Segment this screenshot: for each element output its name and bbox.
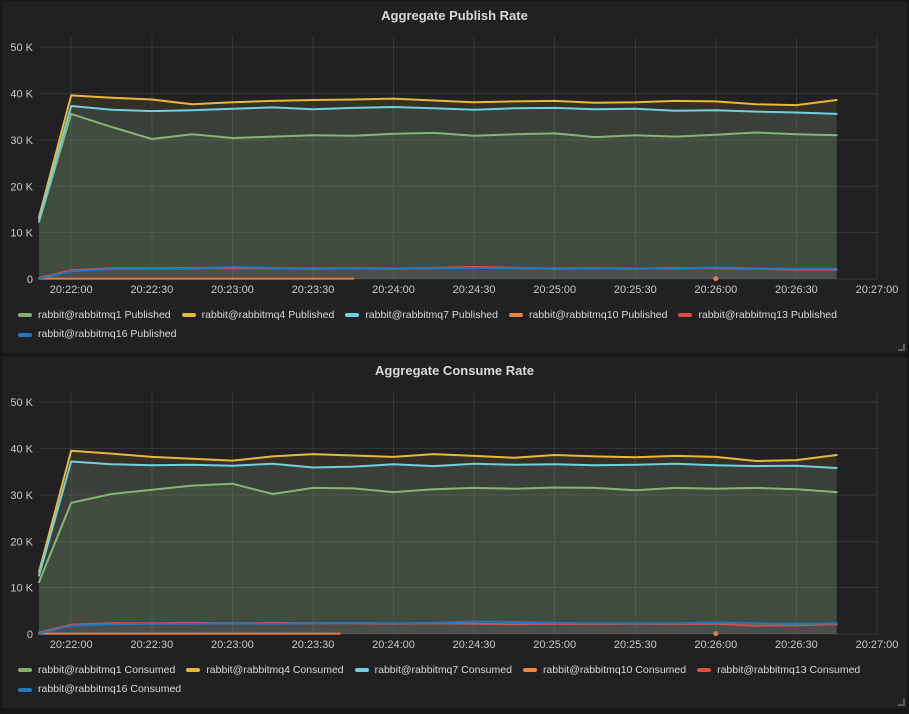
legend-series-color-icon	[697, 668, 711, 672]
legend-series-name: rabbit@rabbitmq16 Consumed	[38, 680, 181, 699]
legend-item[interactable]: rabbit@rabbitmq7 Consumed	[355, 661, 512, 680]
legend-series-color-icon	[18, 688, 32, 692]
x-axis-label: 20:26:30	[775, 639, 818, 651]
legend-item[interactable]: rabbit@rabbitmq7 Published	[345, 306, 498, 325]
x-axis-label: 20:25:30	[614, 284, 657, 296]
legend-item[interactable]: rabbit@rabbitmq4 Consumed	[186, 661, 343, 680]
y-axis-label: 30 K	[10, 135, 33, 147]
legend-item[interactable]: rabbit@rabbitmq10 Consumed	[523, 661, 686, 680]
legend-series-color-icon	[186, 668, 200, 672]
legend-item[interactable]: rabbit@rabbitmq16 Consumed	[18, 680, 181, 699]
legend-series-name: rabbit@rabbitmq16 Published	[38, 325, 177, 344]
x-axis-label: 20:27:00	[856, 639, 899, 651]
y-axis-label: 10 K	[10, 228, 33, 240]
legend-series-color-icon	[18, 333, 32, 337]
legend-series-color-icon	[182, 313, 196, 317]
legend-series-name: rabbit@rabbitmq4 Published	[202, 306, 335, 325]
legend-item[interactable]: rabbit@rabbitmq13 Consumed	[697, 661, 860, 680]
y-axis-label: 40 K	[10, 444, 33, 456]
x-axis-label: 20:24:00	[372, 284, 415, 296]
series-area	[39, 462, 837, 635]
x-axis-label: 20:26:30	[775, 284, 818, 296]
legend-series-color-icon	[509, 313, 523, 317]
legend-series-name: rabbit@rabbitmq13 Consumed	[717, 661, 860, 680]
y-axis-label: 50 K	[10, 42, 33, 54]
x-axis-label: 20:26:00	[694, 284, 737, 296]
legend-series-name: rabbit@rabbitmq4 Consumed	[206, 661, 343, 680]
panel-aggregate-consume-rate: Aggregate Consume Rate 0 10 K 20 K 30 K 40 K…	[2, 357, 907, 708]
y-axis-label: 0	[27, 274, 33, 286]
x-axis-label: 20:22:30	[130, 284, 173, 296]
x-axis-label: 20:25:00	[533, 639, 576, 651]
legend-series-color-icon	[355, 668, 369, 672]
legend-item[interactable]: rabbit@rabbitmq4 Published	[182, 306, 335, 325]
x-axis-label: 20:26:00	[694, 639, 737, 651]
x-axis-label: 20:24:00	[372, 639, 415, 651]
y-axis-label: 20 K	[10, 536, 33, 548]
x-axis-label: 20:23:00	[211, 284, 254, 296]
legend-series-name: rabbit@rabbitmq1 Published	[38, 306, 171, 325]
legend-series-color-icon	[18, 313, 32, 317]
legend-series-name: rabbit@rabbitmq7 Consumed	[375, 661, 512, 680]
series-area	[39, 106, 837, 279]
x-axis-label: 20:23:00	[211, 639, 254, 651]
legend-series-name: rabbit@rabbitmq10 Consumed	[543, 661, 686, 680]
x-axis-label: 20:23:30	[292, 639, 335, 651]
x-axis-label: 20:27:00	[856, 284, 899, 296]
x-axis-label: 20:25:30	[614, 639, 657, 651]
legend-series-color-icon	[345, 313, 359, 317]
y-axis-label: 0	[27, 629, 33, 641]
panel-title[interactable]: Aggregate Consume Rate	[2, 357, 907, 385]
x-axis-label: 20:22:00	[50, 284, 93, 296]
x-axis-label: 20:24:30	[453, 284, 496, 296]
legend-series-name: rabbit@rabbitmq10 Published	[529, 306, 668, 325]
x-axis-label: 20:24:30	[453, 639, 496, 651]
y-axis-label: 50 K	[10, 397, 33, 409]
legend-series-color-icon	[18, 668, 32, 672]
legend-item[interactable]: rabbit@rabbitmq1 Published	[18, 306, 171, 325]
legend-series-color-icon	[523, 668, 537, 672]
legend-item[interactable]: rabbit@rabbitmq13 Published	[678, 306, 837, 325]
legend-series-color-icon	[678, 313, 692, 317]
panel-resize-handle-icon[interactable]	[895, 341, 905, 351]
legend-series-name: rabbit@rabbitmq7 Published	[365, 306, 498, 325]
publish-rate-chart[interactable]: 0 10 K 20 K 30 K 40 K 50 K 20:22:00 20:22:30 20:…	[2, 30, 907, 302]
consume-rate-chart[interactable]: 0 10 K 20 K 30 K 40 K 50 K 20:22:00 20:22:30 20:…	[2, 385, 907, 657]
legend-item[interactable]: rabbit@rabbitmq16 Published	[18, 325, 177, 344]
y-axis-label: 30 K	[10, 490, 33, 502]
legend-series-name: rabbit@rabbitmq13 Published	[698, 306, 837, 325]
legend-series-name: rabbit@rabbitmq1 Consumed	[38, 661, 175, 680]
legend-item[interactable]: rabbit@rabbitmq1 Consumed	[18, 661, 175, 680]
x-axis-label: 20:22:00	[50, 639, 93, 651]
x-axis-label: 20:25:00	[533, 284, 576, 296]
y-axis-label: 10 K	[10, 583, 33, 595]
panel-resize-handle-icon[interactable]	[895, 696, 905, 706]
y-axis-label: 20 K	[10, 181, 33, 193]
x-axis-label: 20:22:30	[130, 639, 173, 651]
x-axis-label: 20:23:30	[292, 284, 335, 296]
legend-item[interactable]: rabbit@rabbitmq10 Published	[509, 306, 668, 325]
y-axis-label: 40 K	[10, 89, 33, 101]
panel-aggregate-publish-rate: Aggregate Publish Rate 0 10 K 20 K 30 K 40 K…	[2, 2, 907, 353]
panel-title[interactable]: Aggregate Publish Rate	[2, 2, 907, 30]
